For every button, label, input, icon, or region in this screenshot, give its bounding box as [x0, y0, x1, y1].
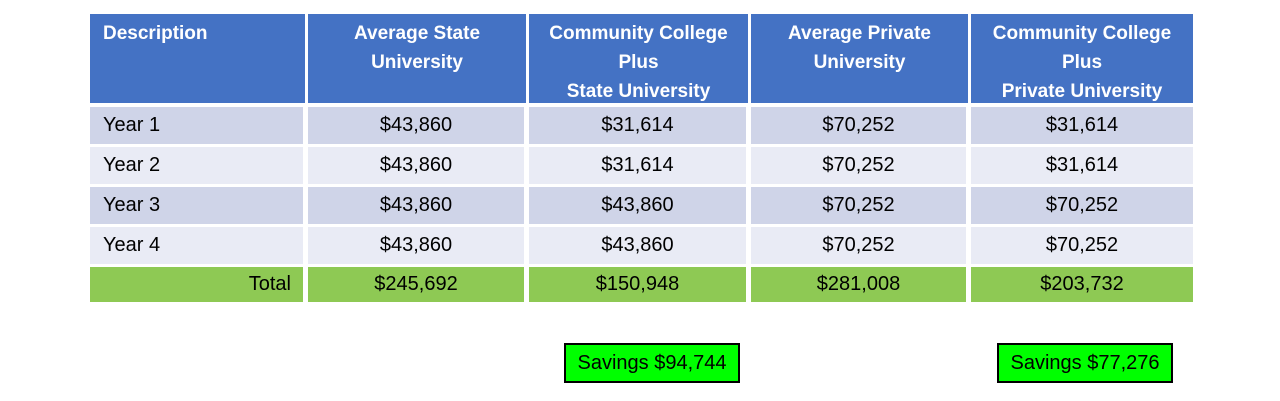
cell-value: $43,860 — [308, 147, 529, 184]
row-label: Year 1 — [90, 107, 308, 144]
cell-value: $43,860 — [529, 187, 751, 224]
header-cell-avg-state-university: Average State University — [308, 14, 529, 103]
total-value: $150,948 — [529, 267, 751, 302]
cell-value: $31,614 — [529, 147, 751, 184]
cell-value: $43,860 — [529, 227, 751, 264]
total-value: $203,732 — [971, 267, 1193, 302]
cell-value: $70,252 — [971, 227, 1193, 264]
cell-value: $43,860 — [308, 227, 529, 264]
table-total-row: Total $245,692 $150,948 $281,008 $203,73… — [90, 267, 1193, 302]
cell-value: $70,252 — [971, 187, 1193, 224]
row-label: Year 4 — [90, 227, 308, 264]
table-row-year-4: Year 4 $43,860 $43,860 $70,252 $70,252 — [90, 227, 1193, 264]
cell-value: $70,252 — [751, 147, 971, 184]
cell-value: $70,252 — [751, 107, 971, 144]
cell-value: $70,252 — [751, 187, 971, 224]
total-label: Total — [90, 267, 308, 302]
savings-private-badge: Savings $77,276 — [997, 343, 1173, 383]
row-label: Year 3 — [90, 187, 308, 224]
table-row-year-3: Year 3 $43,860 $43,860 $70,252 $70,252 — [90, 187, 1193, 224]
cell-value: $43,860 — [308, 107, 529, 144]
header-cell-avg-private-university: Average Private University — [751, 14, 971, 103]
cell-value: $43,860 — [308, 187, 529, 224]
cost-comparison-table: Description Average State University Com… — [90, 14, 1193, 302]
header-cell-cc-plus-state-university: Community College Plus State University — [529, 14, 751, 103]
cell-value: $31,614 — [971, 147, 1193, 184]
table-header-row: Description Average State University Com… — [90, 14, 1193, 103]
cell-value: $31,614 — [529, 107, 751, 144]
row-label: Year 2 — [90, 147, 308, 184]
total-value: $281,008 — [751, 267, 971, 302]
header-cell-description: Description — [90, 14, 308, 103]
cell-value: $31,614 — [971, 107, 1193, 144]
header-cell-cc-plus-private-university: Community College Plus Private Universit… — [971, 14, 1193, 103]
cell-value: $70,252 — [751, 227, 971, 264]
savings-state-badge: Savings $94,744 — [564, 343, 740, 383]
table-row-year-2: Year 2 $43,860 $31,614 $70,252 $31,614 — [90, 147, 1193, 184]
total-value: $245,692 — [308, 267, 529, 302]
table-row-year-1: Year 1 $43,860 $31,614 $70,252 $31,614 — [90, 107, 1193, 144]
